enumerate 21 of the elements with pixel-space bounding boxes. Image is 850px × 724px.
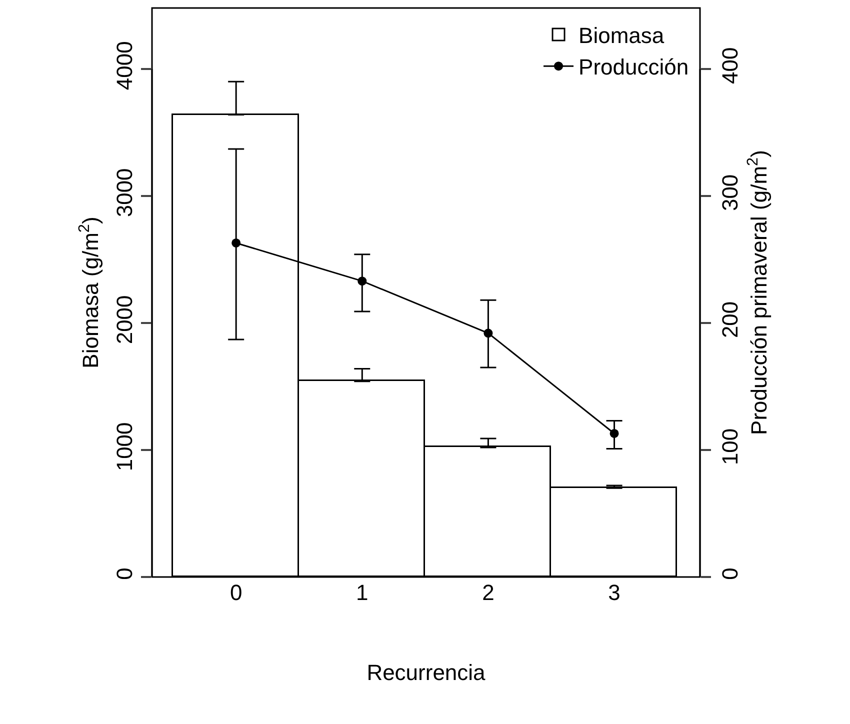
point: [610, 428, 619, 438]
y-tick-label: 0: [112, 568, 138, 580]
x-tick-label: 0: [230, 580, 242, 605]
legend-label: Biomasa: [578, 23, 665, 48]
y2-tick-label: 100: [717, 428, 742, 466]
y-tick-label: 2000: [112, 295, 138, 344]
y2-tick-label: 400: [717, 47, 742, 84]
x-tick-label: 2: [482, 580, 494, 605]
y2-tick-label: 200: [717, 301, 742, 338]
x-tick-label: 3: [608, 580, 620, 605]
y-tick-label: 1000: [112, 422, 138, 472]
point: [232, 238, 241, 248]
x-axis-title: Recurrencia: [366, 660, 486, 685]
legend-label: Producción: [578, 54, 689, 80]
y2-tick-label: 300: [717, 174, 742, 212]
point: [484, 328, 493, 338]
y2-tick-label: 0: [717, 568, 742, 580]
y-tick-label: 4000: [112, 41, 138, 90]
point: [358, 276, 367, 286]
y-tick-label: 3000: [112, 168, 138, 218]
x-tick-label: 1: [356, 580, 368, 605]
